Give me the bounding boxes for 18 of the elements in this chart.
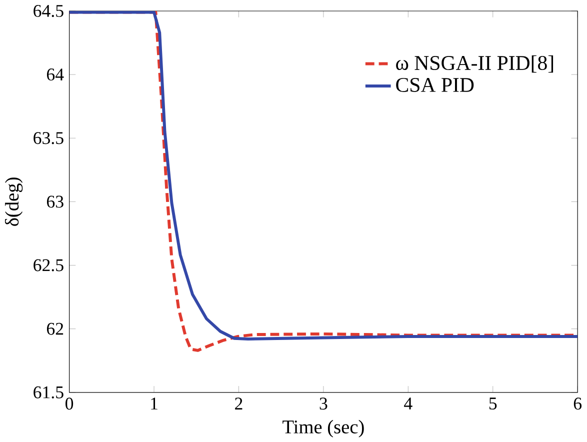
y-tick-label: 61.5 [34,386,64,398]
x-tick-label: 1 [151,397,158,410]
y-tick-label: 63.5 [34,132,64,144]
x-axis-title: Time (sec) [282,420,364,438]
x-tick-label: 2 [235,397,242,410]
y-tick-label: 62 [46,322,64,335]
y-tick-label: 64 [46,68,64,80]
y-tick-label: 64.5 [34,4,64,17]
legend-label: CSA PID [396,78,474,92]
x-tick-label: 5 [489,397,497,410]
y-tick-label: 63 [46,196,64,208]
x-tick-label: 6 [574,397,582,410]
legend-label: ω NSGA-II PID[8] [396,55,554,72]
x-tick-label: 0 [66,397,74,410]
y-axis-title: δ(deg) [4,177,23,226]
x-tick-label: 4 [404,397,412,410]
y-tick-label: 62.5 [34,259,64,272]
x-tick-label: 3 [320,397,328,410]
